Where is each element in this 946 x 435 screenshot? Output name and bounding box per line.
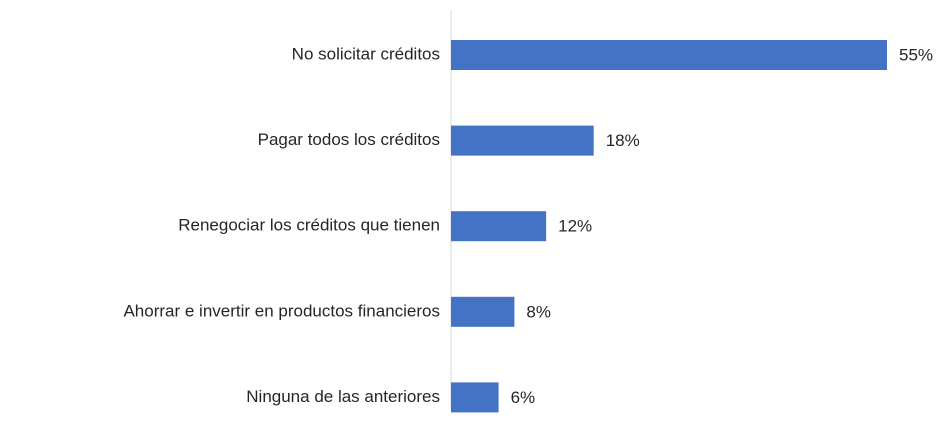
bar xyxy=(451,40,887,70)
bar xyxy=(451,125,594,156)
data-label: 6% xyxy=(511,388,536,407)
bar xyxy=(451,296,515,327)
data-label: 12% xyxy=(558,217,592,236)
category-label: Pagar todos los créditos xyxy=(258,130,440,149)
category-label: Ninguna de las anteriores xyxy=(246,387,440,406)
data-label: 18% xyxy=(606,131,640,150)
category-label: Ahorrar e invertir en productos financie… xyxy=(123,301,440,320)
bar xyxy=(451,211,547,242)
data-label: 55% xyxy=(899,45,933,64)
category-label: Renegociar los créditos que tienen xyxy=(178,216,440,235)
data-label: 8% xyxy=(526,302,551,321)
category-label: No solicitar créditos xyxy=(292,44,440,63)
bar xyxy=(451,382,499,413)
